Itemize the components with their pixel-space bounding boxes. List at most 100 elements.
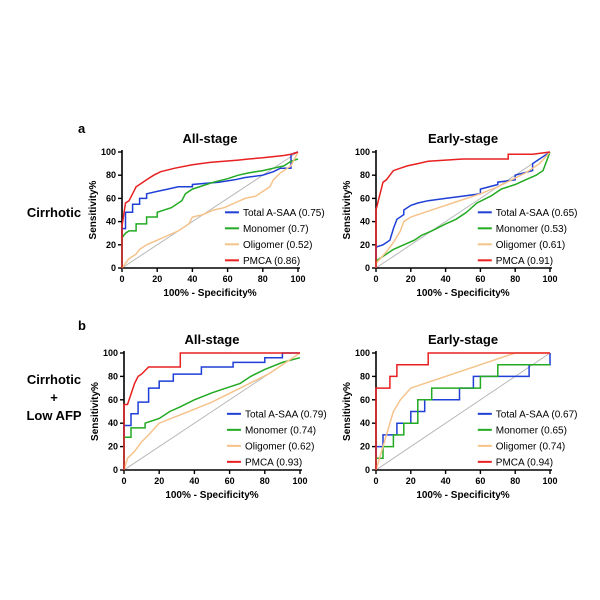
x-tick-label: 80 — [510, 476, 520, 486]
roc-panel-4: Early-stage 0 20 40 60 80 100 0 20 40 60 80 100 100% … — [342, 332, 578, 501]
legend-label: Total A-SAA (0.67) — [496, 409, 578, 420]
y-tick-label: 0 — [113, 465, 118, 475]
legend-label: Monomer (0.53) — [496, 224, 567, 235]
y-tick-label: 60 — [106, 193, 116, 203]
x-tick-label: 100 — [292, 476, 307, 486]
x-axis-label: 100% - Specificity% — [163, 288, 256, 299]
row-label-line: Cirrhotic — [27, 372, 81, 387]
panel-title: All-stage — [183, 131, 238, 146]
y-tick-label: 60 — [360, 395, 370, 405]
x-tick-label: 80 — [260, 476, 270, 486]
series-line-4 — [375, 352, 550, 470]
row-label-line: Cirrhotic — [27, 205, 81, 220]
row-label-1: Cirrhotic — [27, 205, 81, 220]
series-line-4 — [375, 151, 551, 268]
row-label-line: Low AFP — [26, 408, 81, 423]
series-line-3 — [121, 151, 299, 269]
x-tick-label: 20 — [152, 274, 162, 284]
y-axis-label: Sensitivity% — [342, 382, 353, 441]
y-axis-label: Sensitivity% — [342, 180, 353, 239]
x-tick-label: 60 — [225, 476, 235, 486]
x-tick-label: 100 — [542, 476, 557, 486]
panel-title: All-stage — [185, 332, 240, 347]
y-tick-label: 80 — [360, 371, 370, 381]
row-label-line: + — [50, 390, 58, 405]
x-tick-label: 60 — [475, 476, 485, 486]
legend-label: PMCA (0.94) — [496, 457, 553, 468]
legend-label: PMCA (0.93) — [245, 457, 302, 468]
row-label-2: Cirrhotic + Low AFP — [26, 372, 81, 423]
y-tick-label: 100 — [355, 348, 370, 358]
legend: Total A-SAA (0.67) Monomer (0.65) Oligomer… — [477, 409, 578, 468]
panel-title: Early-stage — [428, 332, 498, 347]
x-tick-label: 60 — [223, 274, 233, 284]
x-tick-label: 40 — [189, 476, 199, 486]
legend: Total A-SAA (0.79) Monomer (0.74) Oligomer… — [226, 409, 327, 468]
y-tick-label: 60 — [360, 193, 370, 203]
y-tick-label: 80 — [108, 371, 118, 381]
legend: Total A-SAA (0.65) Monomer (0.53) Oligomer… — [477, 208, 578, 267]
y-tick-label: 40 — [360, 217, 370, 227]
y-tick-label: 60 — [108, 395, 118, 405]
x-tick-label: 0 — [119, 274, 124, 284]
x-axis-label: 100% - Specificity% — [416, 490, 509, 501]
x-axis-label: 100% - Specificity% — [165, 490, 258, 501]
y-tick-label: 0 — [365, 465, 370, 475]
y-tick-label: 40 — [108, 418, 118, 428]
x-tick-label: 60 — [475, 274, 485, 284]
x-tick-label: 20 — [406, 274, 416, 284]
legend-label: PMCA (0.91) — [496, 256, 553, 267]
y-tick-label: 40 — [360, 418, 370, 428]
series-line-4 — [121, 151, 299, 268]
roc-panel-2: Early-stage 0 20 40 60 80 100 0 20 40 60 80 100 100% … — [342, 131, 578, 299]
series-line-2 — [121, 158, 299, 268]
legend-label: Oligomer (0.62) — [245, 441, 314, 452]
y-tick-label: 20 — [360, 442, 370, 452]
series-line-1 — [123, 352, 300, 470]
series-line-2 — [375, 151, 551, 268]
panel-label: a — [78, 121, 86, 136]
x-tick-label: 100 — [290, 274, 305, 284]
y-tick-label: 20 — [360, 240, 370, 250]
y-tick-label: 100 — [355, 147, 370, 157]
legend-label: Monomer (0.65) — [496, 425, 567, 436]
y-tick-label: 100 — [101, 147, 116, 157]
legend-label: PMCA (0.86) — [243, 256, 300, 267]
x-tick-label: 100 — [542, 274, 557, 284]
y-axis-label: Sensitivity% — [88, 180, 99, 239]
x-tick-label: 0 — [373, 274, 378, 284]
x-axis-label: 100% - Specificity% — [416, 288, 509, 299]
series-line-2 — [375, 363, 550, 470]
panel-label: b — [78, 318, 86, 333]
series-line-3 — [375, 352, 550, 471]
y-tick-label: 20 — [108, 442, 118, 452]
y-tick-label: 20 — [106, 240, 116, 250]
legend-label: Oligomer (0.61) — [496, 240, 565, 251]
x-tick-label: 80 — [510, 274, 520, 284]
x-tick-label: 20 — [154, 476, 164, 486]
legend-label: Total A-SAA (0.79) — [245, 409, 327, 420]
x-tick-label: 0 — [373, 476, 378, 486]
legend-label: Total A-SAA (0.75) — [243, 208, 325, 219]
legend-label: Oligomer (0.52) — [243, 240, 312, 251]
x-tick-label: 0 — [121, 476, 126, 486]
x-tick-label: 40 — [187, 274, 197, 284]
legend-label: Monomer (0.74) — [245, 425, 316, 436]
x-tick-label: 40 — [441, 476, 451, 486]
y-tick-label: 80 — [106, 170, 116, 180]
y-axis-label: Sensitivity% — [90, 382, 101, 441]
x-tick-label: 20 — [406, 476, 416, 486]
legend: Total A-SAA (0.75) Monomer (0.7) Oligomer … — [224, 208, 325, 267]
y-tick-label: 80 — [360, 170, 370, 180]
legend-label: Oligomer (0.74) — [496, 441, 565, 452]
x-tick-label: 80 — [258, 274, 268, 284]
reference-diagonal — [375, 352, 551, 471]
series-line-2 — [123, 356, 301, 470]
reference-diagonal — [375, 151, 551, 269]
series-line-1 — [121, 151, 299, 268]
roc-panel-3: b All-stage 0 20 40 60 80 100 0 20 40 60 80 100 100% -… — [78, 318, 327, 501]
series-line-4 — [123, 352, 300, 470]
series-line-3 — [123, 352, 301, 471]
y-tick-label: 100 — [103, 348, 118, 358]
